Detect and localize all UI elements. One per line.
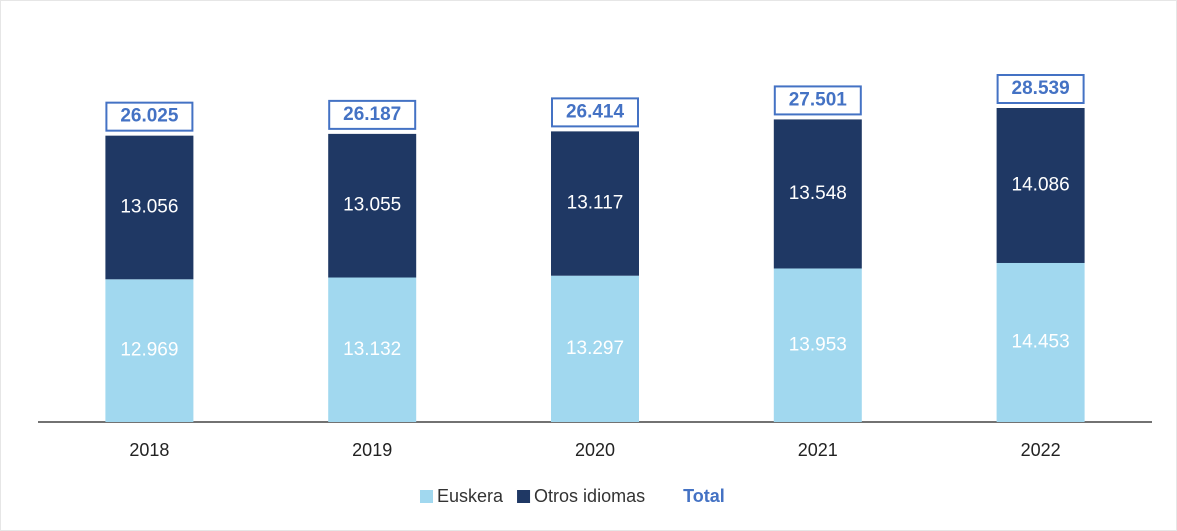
- bar-segment: [328, 277, 417, 422]
- data-label: 13.297: [566, 338, 624, 359]
- x-tick-label: 2020: [575, 440, 615, 460]
- total-box: [996, 74, 1085, 104]
- bar-segment: [773, 268, 862, 422]
- x-tick-label: 2019: [352, 440, 392, 460]
- data-label: 13.548: [789, 183, 847, 204]
- bar-segment: [328, 133, 417, 278]
- total-label: 26.025: [120, 106, 179, 127]
- bar-segment: [105, 279, 194, 422]
- data-label: 13.117: [567, 193, 624, 214]
- total-label: 26.414: [566, 101, 625, 122]
- legend-label: Otros idiomas: [534, 486, 645, 506]
- data-label: 14.453: [1012, 332, 1070, 353]
- total-box: [105, 101, 194, 132]
- legend-swatch: [517, 490, 531, 503]
- data-label: 13.953: [789, 334, 847, 355]
- x-tick-label: 2022: [1021, 440, 1061, 460]
- bar-segment: [105, 135, 194, 280]
- bar-segment: [996, 108, 1085, 263]
- data-label: 13.132: [343, 339, 401, 360]
- total-box: [551, 97, 639, 128]
- data-label: 14.086: [1012, 175, 1070, 196]
- data-label: 13.056: [120, 197, 178, 218]
- legend-label: Euskera: [437, 486, 504, 506]
- total-label: 27.501: [789, 89, 848, 110]
- total-label: 28.539: [1012, 78, 1070, 99]
- data-label: 12.969: [120, 340, 178, 361]
- total-box: [773, 85, 862, 116]
- data-label: 13.055: [343, 195, 401, 216]
- x-tick-label: 2021: [798, 440, 838, 460]
- bar-segment: [551, 131, 639, 276]
- legend-label: Total: [683, 486, 725, 506]
- total-label: 26.187: [343, 104, 401, 125]
- legend-swatch: [420, 490, 433, 503]
- x-tick-label: 2018: [129, 440, 169, 460]
- bar-segment: [551, 275, 639, 422]
- bar-segment: [996, 262, 1085, 422]
- total-box: [328, 99, 417, 130]
- bar-segment: [773, 119, 862, 269]
